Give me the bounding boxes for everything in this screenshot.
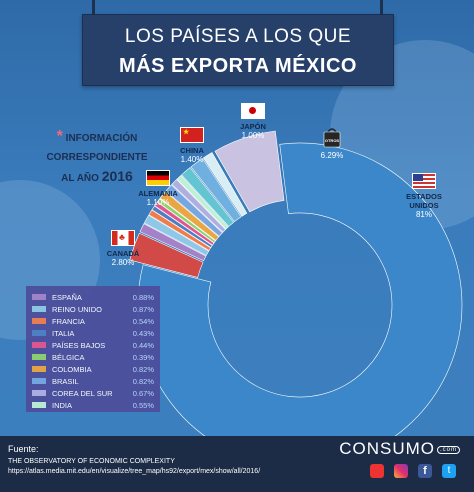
legend-value: 0.67% (132, 389, 154, 398)
donut-slice-legend-1 (143, 214, 210, 256)
legend-item: REINO UNIDO 0.87% (32, 304, 160, 316)
star-icon: * (56, 128, 63, 145)
legend-item: BÉLGICA 0.39% (32, 352, 160, 364)
legend-swatch (32, 390, 46, 396)
china-flag-icon: ★ (180, 127, 204, 143)
legend-swatch (32, 378, 46, 384)
legend-swatch (32, 354, 46, 360)
footer: Fuente: THE OBSERVATORY OF ECONOMIC COMP… (0, 436, 474, 492)
legend-value: 0.44% (132, 341, 154, 350)
canada-flag-icon: ♣ (111, 230, 135, 246)
info-line-2: CORRESPONDIENTE (46, 152, 148, 163)
svg-text:OTROS: OTROS (325, 138, 340, 143)
legend-label: ITALIA (52, 329, 75, 338)
legend-swatch (32, 294, 46, 300)
legend-label: FRANCIA (52, 317, 85, 326)
legend-item: INDIA 0.55% (32, 400, 160, 412)
title-hanger (380, 0, 383, 16)
legend: ESPAÑA 0.88% REINO UNIDO 0.87% FRANCIA 0.54% I… (26, 286, 160, 412)
info-line-1: INFORMACIÓN (65, 133, 138, 144)
brand-logo: CONSUMO .com (339, 439, 460, 459)
legend-label: BÉLGICA (52, 353, 85, 362)
donut-slice-germany (181, 167, 235, 227)
title-line-2: MÁS EXPORTA MÉXICO (119, 55, 357, 77)
legend-label: REINO UNIDO (52, 305, 103, 314)
instagram-icon[interactable] (394, 464, 408, 478)
legend-label: BRASIL (52, 377, 79, 386)
legend-value: 0.39% (132, 353, 154, 362)
legend-value: 0.55% (132, 401, 154, 410)
legend-item: ESPAÑA 0.88% (32, 292, 160, 304)
germany-flag-icon (146, 170, 170, 186)
legend-item: FRANCIA 0.54% (32, 316, 160, 328)
title-hanger (92, 0, 95, 16)
donut-slice-china (190, 158, 242, 223)
info-line-3: AL AÑO (61, 173, 99, 184)
donut-slice-canada (129, 232, 204, 278)
japan-flag-icon (241, 103, 265, 119)
label-canada: ♣ CANADÁ 2.80% (106, 230, 140, 267)
donut-slice-legend-2 (148, 209, 212, 251)
legend-item: BRASIL 0.82% (32, 376, 160, 388)
legend-item: COLOMBIA 0.82% (32, 364, 160, 376)
label-germany: ALEMANIA 1.10% (132, 170, 184, 207)
label-japan: JAPÓN 1.00% (233, 103, 273, 140)
legend-item: PAÍSES BAJOS 0.44% (32, 340, 160, 352)
legend-item: ITALIA 0.43% (32, 328, 160, 340)
donut-slices (129, 130, 463, 468)
legend-value: 0.87% (132, 305, 154, 314)
legend-swatch (32, 306, 46, 312)
legend-label: INDIA (52, 401, 73, 410)
info-year: 2016 (101, 168, 133, 184)
legend-item: COREA DEL SUR 0.67% (32, 388, 160, 400)
shopping-bag-icon[interactable] (370, 464, 384, 478)
source-name: THE OBSERVATORY OF ECONOMIC COMPLEXITY (8, 458, 175, 465)
donut-slice-legend-4 (154, 201, 215, 246)
title-line-1: LOS PAÍSES A LOS QUE (124, 26, 352, 47)
legend-value: 0.54% (132, 317, 154, 326)
legend-value: 0.82% (132, 365, 154, 374)
donut-slice-legend-7 (165, 184, 223, 237)
shopping-bag-icon: OTROS (323, 128, 341, 148)
donut-slice-legend-8 (171, 179, 227, 233)
donut-slice-legend-5 (157, 198, 216, 244)
legend-swatch (32, 342, 46, 348)
legend-swatch (32, 318, 46, 324)
facebook-icon[interactable]: f (418, 464, 432, 478)
label-china: ★ CHINA 1.40% (180, 127, 204, 164)
source-url: https://atlas.media.mit.edu/en/visualize… (8, 468, 261, 475)
legend-swatch (32, 330, 46, 336)
twitter-icon[interactable]: t (442, 464, 456, 478)
donut-slice-japan (202, 152, 248, 217)
donut-slice-legend-0 (139, 223, 207, 262)
donut-slice-legend-3 (151, 205, 213, 248)
label-otros: OTROS 6.29% (312, 125, 352, 160)
legend-label: PAÍSES BAJOS (52, 341, 106, 350)
legend-label: COREA DEL SUR (52, 389, 113, 398)
legend-value: 0.43% (132, 329, 154, 338)
usa-flag-icon (412, 173, 436, 189)
title-box: LOS PAÍSES A LOS QUE MÁS EXPORTA MÉXICO (82, 14, 394, 86)
legend-swatch (32, 366, 46, 372)
donut-slice-legend-6 (159, 191, 220, 241)
donut-slice-legend-9 (176, 174, 229, 230)
legend-value: 0.82% (132, 377, 154, 386)
legend-swatch (32, 402, 46, 408)
legend-value: 0.88% (132, 293, 154, 302)
source-label: Fuente: (8, 444, 39, 454)
donut-slice-otros (214, 130, 285, 213)
legend-label: COLOMBIA (52, 365, 92, 374)
legend-label: ESPAÑA (52, 293, 82, 302)
label-usa: ESTADOS UNIDOS 81% (395, 173, 453, 219)
info-note: * INFORMACIÓN CORRESPONDIENTE AL AÑO 201… (22, 127, 172, 188)
